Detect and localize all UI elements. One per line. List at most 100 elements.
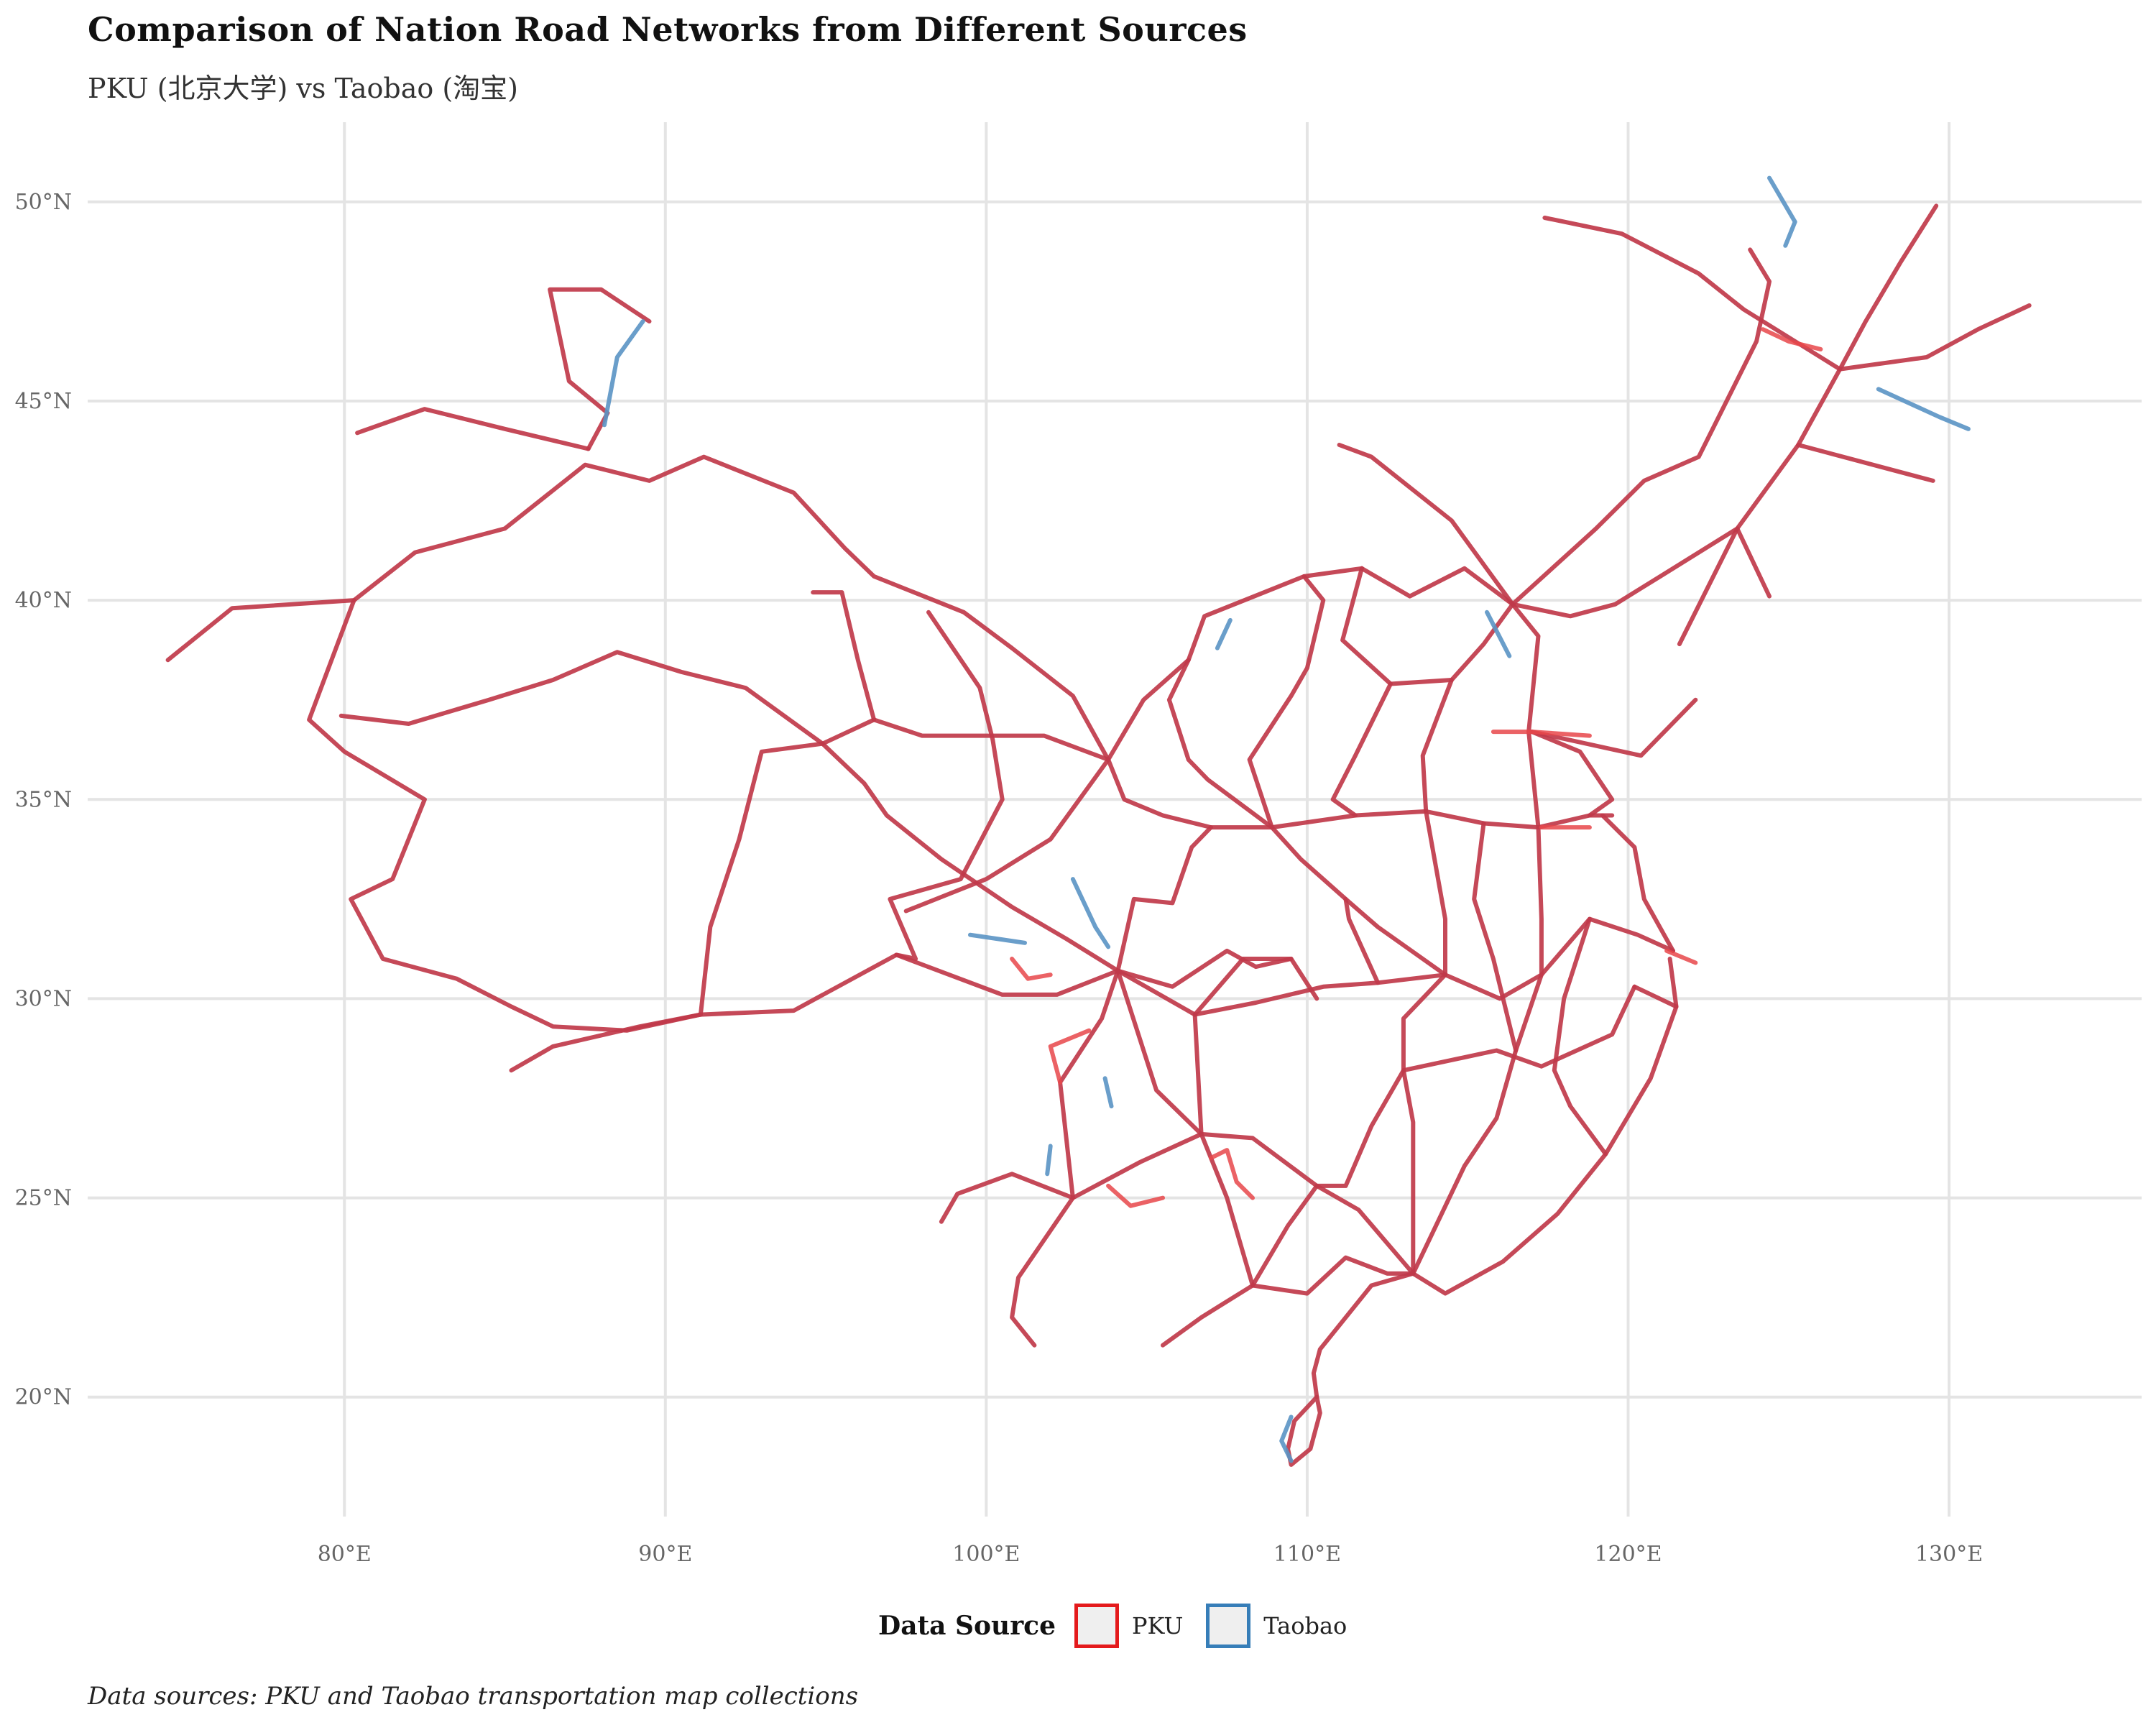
y-tick-label: 45°N — [15, 389, 72, 414]
road-segment-pku — [1010, 957, 1053, 981]
road-segment — [1411, 957, 1679, 1296]
road-network-map: 80°E 90°E 100°E 110°E 120°E 130°E 20°N 25°N 30°N… — [15, 122, 2142, 1567]
x-tick-label: 90°E — [638, 1542, 692, 1567]
road-segment — [1070, 1131, 1416, 1276]
legend-title: Data Source — [878, 1611, 1056, 1641]
road-segment — [1600, 813, 1675, 953]
road-segment-taobao — [1045, 1144, 1053, 1177]
y-tick-label: 20°N — [15, 1385, 72, 1410]
y-tick-label: 30°N — [15, 986, 72, 1011]
x-tick-label: 80°E — [318, 1542, 372, 1567]
road-segment — [1250, 1255, 1416, 1296]
graticule — [88, 122, 2142, 1517]
x-tick-label: 100°E — [952, 1542, 1020, 1567]
road-segment — [1115, 825, 1213, 973]
road-segment — [338, 650, 825, 746]
road-segment — [307, 598, 703, 1033]
road-segment-pku — [1106, 1183, 1165, 1208]
road-segment — [1247, 574, 1326, 830]
road-segment — [1529, 697, 1698, 758]
road-segment — [1199, 1131, 1255, 1288]
road-segment-pku — [1491, 730, 1592, 738]
road-segment — [165, 454, 1111, 762]
road-segment — [509, 1012, 703, 1073]
road-segment-taobao — [1215, 617, 1233, 650]
road-segment-taobao — [1767, 175, 1797, 248]
legend-label-taobao: Taobao — [1263, 1612, 1348, 1639]
road-segment-pku — [1664, 948, 1698, 965]
road-segment — [1340, 566, 1393, 686]
road-segment — [1424, 809, 1447, 978]
x-tick-label: 120°E — [1594, 1542, 1662, 1567]
road-segment-taobao — [1070, 877, 1111, 949]
roads-taobao-layer — [602, 175, 1971, 1463]
legend-key-pku — [1074, 1604, 1120, 1648]
road-segment-taobao — [1279, 1414, 1294, 1463]
road-segment-taobao — [1102, 1076, 1114, 1109]
y-tick-label: 50°N — [15, 190, 72, 215]
road-segment — [1529, 730, 1615, 818]
road-segment — [1796, 443, 1935, 483]
x-tick-label: 130°E — [1915, 1542, 1983, 1567]
chart-title: Comparison of Nation Road Networks from … — [88, 10, 1248, 49]
legend: Data Source PKU Taobao — [878, 1597, 1370, 1655]
roads-pku-layer — [1010, 327, 1823, 1208]
road-segment — [1343, 896, 1381, 985]
road-segment — [1314, 1068, 1406, 1188]
data-source-caption: Data sources: PKU and Taobao transportat… — [88, 1682, 859, 1711]
legend-key-taobao — [1206, 1604, 1251, 1648]
road-segment — [1838, 303, 2032, 372]
road-segment — [1677, 526, 1740, 647]
road-segment — [1542, 216, 1843, 372]
road-segment — [1161, 1283, 1255, 1348]
road-segment — [888, 610, 1005, 961]
road-segment — [1115, 968, 1447, 1017]
legend-label-pku: PKU — [1132, 1612, 1184, 1639]
roads-overlap-layer — [165, 203, 2032, 1467]
road-segment-taobao — [968, 932, 1027, 945]
road-segment — [1250, 1183, 1319, 1288]
road-segment — [698, 952, 1120, 1017]
road-segment — [1311, 1271, 1416, 1399]
y-tick-label: 40°N — [15, 588, 72, 613]
road-segment — [1286, 1394, 1322, 1467]
road-segment — [548, 287, 652, 451]
road-segment — [1337, 443, 1515, 607]
road-segment — [820, 741, 1120, 973]
road-segment — [1359, 566, 1515, 607]
road-segment-pku — [1209, 1148, 1255, 1200]
y-tick-label: 25°N — [15, 1186, 72, 1211]
road-segment — [1510, 247, 1772, 607]
road-segment — [1330, 678, 1454, 818]
road-segment — [1010, 1195, 1075, 1348]
road-segment — [903, 757, 1111, 914]
road-segment-taobao — [1485, 610, 1512, 658]
road-segment — [1166, 658, 1274, 830]
road-segment — [1552, 916, 1608, 1156]
road-segment — [811, 590, 877, 722]
road-segment-pku — [1048, 1028, 1092, 1085]
road-segment — [1192, 1012, 1204, 1136]
road-segment — [939, 1172, 1075, 1224]
road-segment — [1411, 602, 1544, 1276]
road-segment — [1510, 203, 1939, 619]
road-segment — [1472, 821, 1519, 1053]
y-tick-label: 35°N — [15, 787, 72, 812]
road-segment — [698, 717, 1111, 1017]
road-segment — [1401, 972, 1447, 1276]
road-segment — [1115, 968, 1204, 1136]
road-segment-pku — [1761, 327, 1823, 351]
road-segment — [1443, 916, 1675, 1001]
road-segment-taobao — [602, 319, 645, 428]
axis-tick-labels: 80°E 90°E 100°E 110°E 120°E 130°E 20°N 25°N 30°N… — [15, 190, 1984, 1567]
road-segment — [1269, 825, 1447, 978]
road-segment — [1058, 968, 1120, 1200]
x-tick-label: 110°E — [1273, 1542, 1341, 1567]
road-segment — [1106, 566, 1364, 762]
road-segment — [1401, 984, 1637, 1073]
chart-subtitle: PKU (北京大学) vs Taobao (淘宝) — [88, 73, 519, 104]
road-segment — [1192, 957, 1294, 1017]
road-segment — [355, 407, 591, 451]
road-segment — [1632, 984, 1679, 1009]
road-segment — [1735, 526, 1772, 599]
